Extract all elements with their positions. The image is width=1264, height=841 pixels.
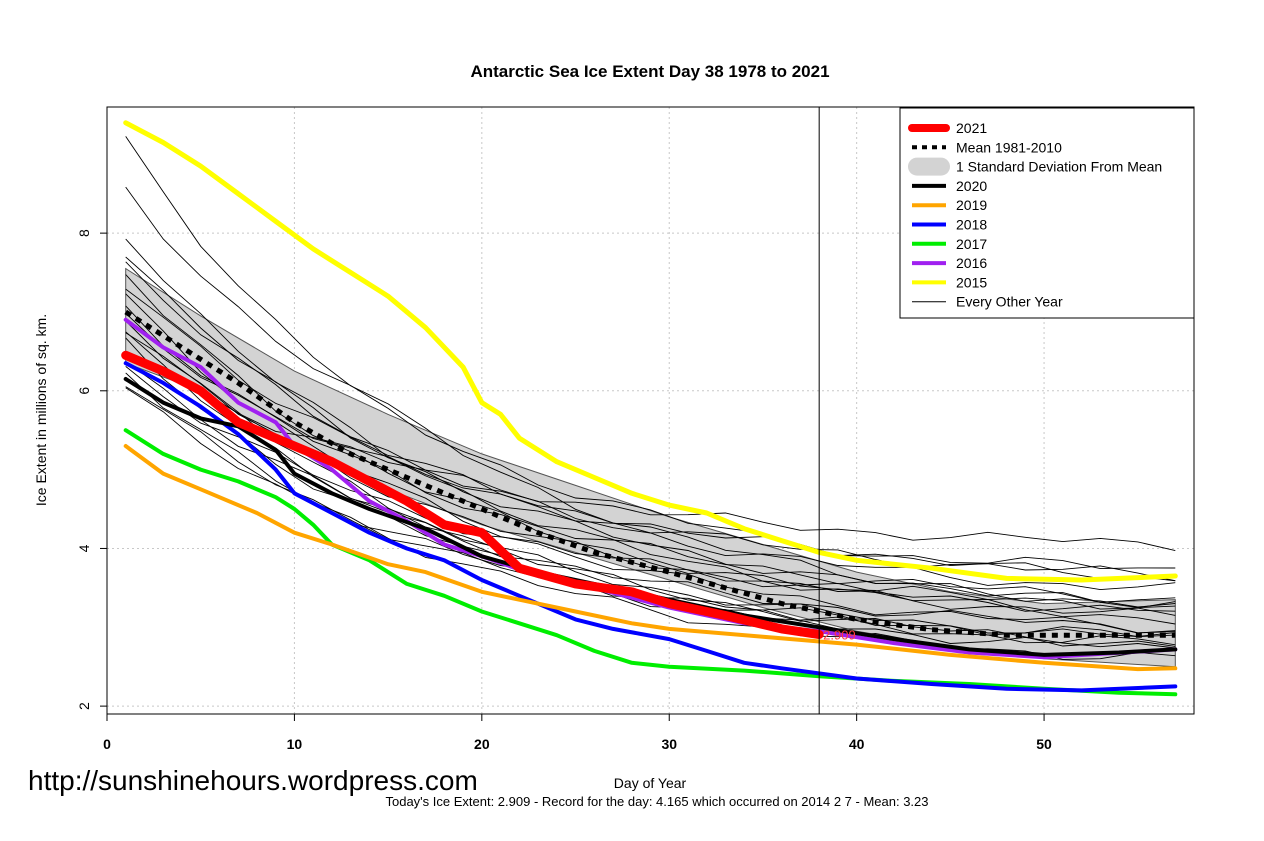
- other-year-line: [125, 293, 1176, 634]
- series-line-2018: [123, 361, 1178, 693]
- x-tick-label-20: 20: [474, 736, 490, 752]
- other-year-line: [125, 320, 1176, 647]
- other-year-line: [125, 238, 1176, 625]
- highlight-series: [121, 120, 1178, 697]
- x-tick-label-30: 30: [661, 736, 677, 752]
- legend-label-1: Mean 1981-2010: [956, 139, 1062, 155]
- watermark: http://sunshinehours.wordpress.com: [28, 765, 478, 796]
- other-year-line: [125, 186, 1176, 582]
- other-year-line: [125, 288, 1176, 582]
- y-tick-label-4: 4: [76, 544, 92, 552]
- legend: 2021 Mean 1981-2010 1 Standard Deviation F…: [899, 107, 1195, 319]
- other-year-line: [125, 256, 1176, 608]
- current-day-line-group: 2.909: [818, 107, 856, 714]
- mean-line-group: [124, 309, 1176, 638]
- x-axis-label: Day of Year: [614, 775, 687, 791]
- y-tick-label-2: 2: [76, 702, 92, 710]
- other-year-line: [125, 352, 1176, 552]
- x-tick-label-40: 40: [849, 736, 865, 752]
- other-year-line: [125, 312, 1176, 570]
- current-value-label: 2.909: [823, 627, 856, 642]
- legend-label-8: 2015: [956, 274, 987, 290]
- legend-label-4: 2019: [956, 197, 987, 213]
- plot-frame: [106, 106, 1195, 715]
- legend-swatch-band: [908, 157, 950, 176]
- mean-line: [124, 309, 1176, 638]
- legend-label-0: 2021: [956, 120, 987, 136]
- other-year-line: [125, 305, 1176, 603]
- legend-label-9: Every Other Year: [956, 294, 1063, 310]
- series-line-2019: [123, 444, 1178, 672]
- axes: 0 10 20 30 40 50 2 4 6 8: [76, 106, 1195, 752]
- other-year-line: [125, 136, 1176, 609]
- legend-box: [899, 107, 1195, 319]
- series-line-2021: [121, 350, 824, 639]
- y-tick-label-6: 6: [76, 387, 92, 395]
- legend-label-2: 1 Standard Deviation From Mean: [956, 159, 1162, 175]
- x-tick-label-50: 50: [1036, 736, 1052, 752]
- other-year-line: [125, 366, 1176, 610]
- series-line-2015: [123, 120, 1178, 583]
- legend-label-3: 2020: [956, 178, 987, 194]
- legend-label-7: 2016: [956, 255, 987, 271]
- x-tick-label-10: 10: [287, 736, 303, 752]
- y-tick-label-8: 8: [76, 229, 92, 237]
- chart-title: Antarctic Sea Ice Extent Day 38 1978 to …: [470, 62, 829, 81]
- other-years-lines: [125, 136, 1176, 660]
- y-axis-label: Ice Extent in millions of sq. km.: [33, 314, 49, 506]
- legend-label-5: 2018: [956, 217, 987, 233]
- legend-label-6: 2017: [956, 236, 987, 252]
- footer-stats: Today's Ice Extent: 2.909 - Record for t…: [385, 794, 928, 809]
- other-year-line: [125, 361, 1176, 634]
- x-tick-label-0: 0: [103, 736, 111, 752]
- series-line-2016: [123, 317, 1178, 660]
